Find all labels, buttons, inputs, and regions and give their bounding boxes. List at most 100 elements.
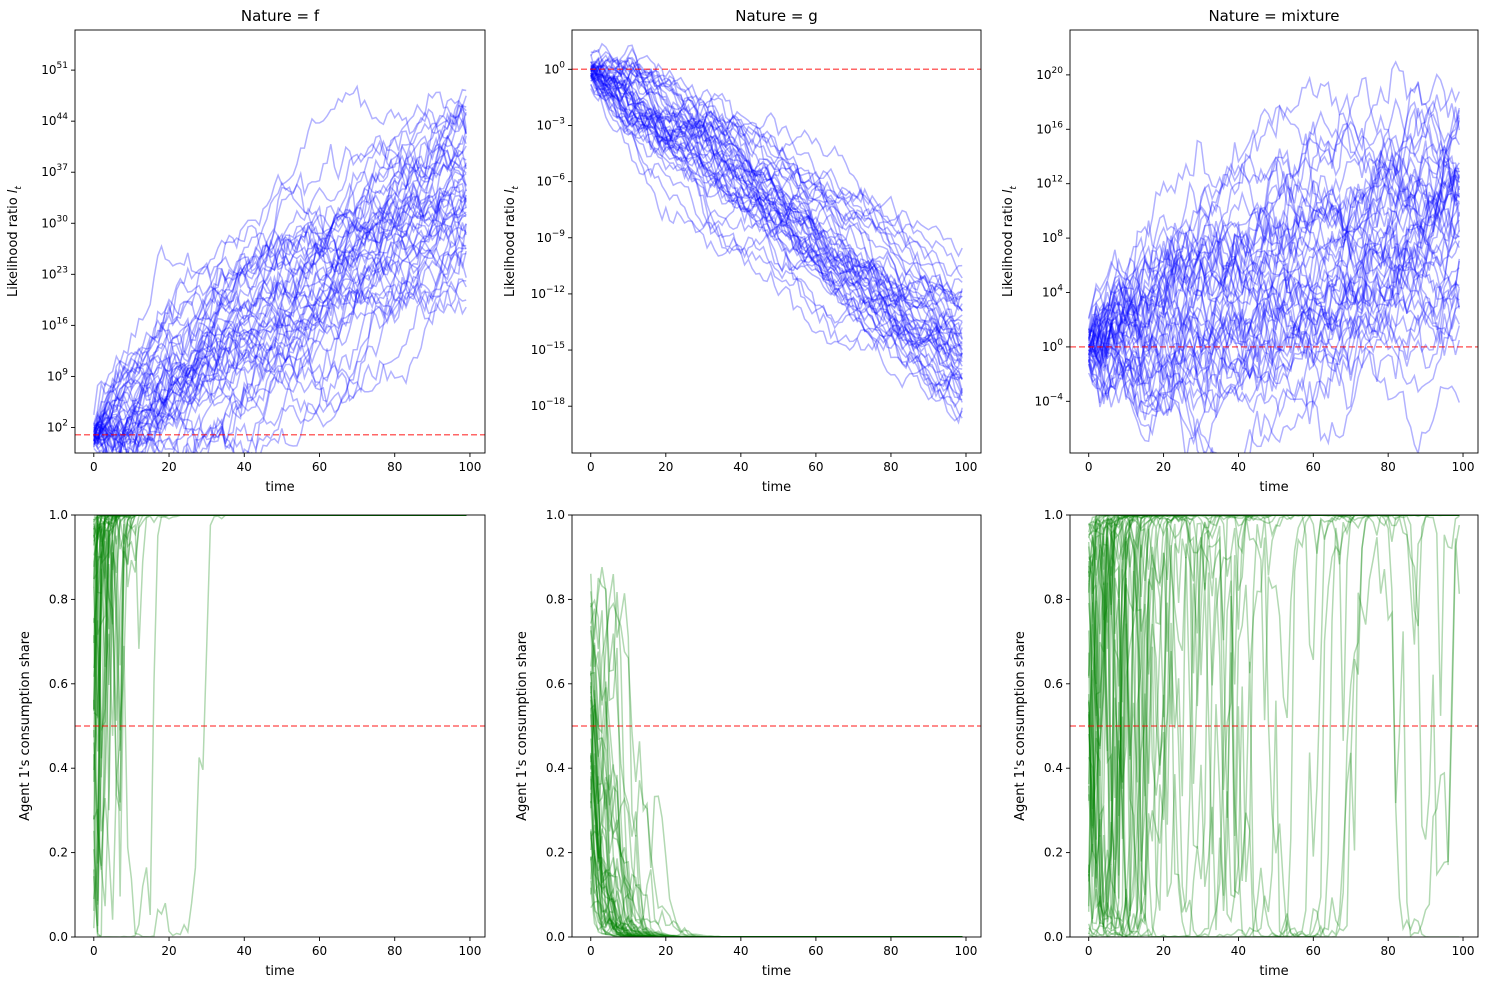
x-tick-label: 40 xyxy=(1231,944,1246,958)
y-tick-label: 0.6 xyxy=(546,677,565,691)
series-path-34 xyxy=(93,515,467,731)
series-path-35 xyxy=(93,515,467,719)
chart-panel-top-right: 0 20 40 60 80 100 time 10−4 100 104 108 1012 1016 102… xyxy=(1001,7,1479,495)
series-path-11 xyxy=(93,515,467,543)
series-path-34 xyxy=(1087,515,1460,687)
series-path-9 xyxy=(1087,515,1460,931)
x-tick-label: 20 xyxy=(1156,460,1171,474)
series-path-44 xyxy=(93,192,467,440)
series-path-12 xyxy=(93,515,467,623)
x-tick-label: 20 xyxy=(658,460,673,474)
series-path-18 xyxy=(1087,515,1460,903)
series-path-18 xyxy=(93,515,467,562)
series-path-8 xyxy=(590,690,963,937)
series-path-36 xyxy=(590,72,963,403)
series-path-13 xyxy=(590,73,963,381)
series-path-21 xyxy=(1087,515,1460,930)
x-axis-label: time xyxy=(762,964,791,979)
axes-frame xyxy=(74,29,486,454)
series-path-48 xyxy=(1087,143,1460,361)
y-tick-label: 10−15 xyxy=(531,341,565,357)
x-tick-label: 0 xyxy=(587,944,595,958)
series-path-36 xyxy=(1088,282,1460,401)
series-path-2 xyxy=(1087,60,1460,338)
series-path-22 xyxy=(93,231,467,453)
series-path-29 xyxy=(1088,258,1461,453)
series-path-27 xyxy=(1088,186,1460,399)
series-path-39 xyxy=(590,67,963,419)
axes-frame xyxy=(571,29,982,454)
series-path-6 xyxy=(1087,106,1461,332)
series-path-25 xyxy=(590,74,963,367)
y-tick-label: 0.4 xyxy=(1044,761,1063,775)
series-path-17 xyxy=(1088,151,1461,448)
series-path-9 xyxy=(1088,223,1461,453)
y-tick-label: 1037 xyxy=(41,163,68,179)
axes-frame xyxy=(1069,514,1479,938)
y-tick-label: 1051 xyxy=(41,61,68,77)
series-path-45 xyxy=(93,97,467,453)
x-tick-label: 0 xyxy=(587,460,595,474)
series-path-1 xyxy=(93,278,467,453)
x-tick-label: 0 xyxy=(1085,460,1093,474)
series-path-40 xyxy=(1087,174,1461,372)
series-path-14 xyxy=(1088,218,1460,421)
series-path-2 xyxy=(93,172,467,453)
series-path-8 xyxy=(93,210,467,453)
series-path-21 xyxy=(1087,148,1460,379)
series-path-16 xyxy=(93,88,467,443)
series-path-18 xyxy=(590,63,963,346)
series-path-38 xyxy=(93,178,467,440)
y-tick-label: 1030 xyxy=(41,214,68,230)
axes-frame xyxy=(1069,29,1479,454)
series-path-30 xyxy=(93,515,467,920)
series-path-18 xyxy=(590,714,963,937)
y-tick-label: 100 xyxy=(1042,338,1063,354)
series-path-16 xyxy=(1088,232,1461,360)
series-path-39 xyxy=(93,194,467,425)
y-tick-label: 1016 xyxy=(1036,120,1063,136)
series-path-47 xyxy=(590,44,963,373)
series-path-49 xyxy=(93,515,467,803)
series-path-37 xyxy=(93,139,467,433)
x-axis-label: time xyxy=(762,480,791,495)
series-path-13 xyxy=(1088,515,1460,790)
series-path-15 xyxy=(590,74,963,365)
series-path-6 xyxy=(590,75,963,356)
series-path-45 xyxy=(590,67,963,387)
x-tick-label: 100 xyxy=(1452,460,1475,474)
x-tick-label: 60 xyxy=(312,460,327,474)
series-path-24 xyxy=(93,515,467,635)
series-path-33 xyxy=(590,692,963,937)
series-path-29 xyxy=(93,515,467,900)
series-path-13 xyxy=(1087,164,1461,389)
y-tick-label: 100 xyxy=(544,60,565,76)
series-path-0 xyxy=(93,145,467,453)
series-path-38 xyxy=(1087,168,1460,354)
y-tick-label: 10−6 xyxy=(536,173,565,189)
series-path-30 xyxy=(1087,260,1461,413)
series-path-38 xyxy=(93,515,467,866)
series-path-31 xyxy=(590,61,963,335)
series-path-43 xyxy=(1087,206,1461,425)
x-tick-label: 60 xyxy=(1306,460,1321,474)
series-path-22 xyxy=(590,829,963,937)
x-tick-label: 60 xyxy=(808,944,823,958)
x-tick-label: 100 xyxy=(955,460,978,474)
series-path-21 xyxy=(93,128,467,453)
series-path-46 xyxy=(590,708,963,937)
y-tick-label: 0.0 xyxy=(1044,930,1063,944)
series-lines xyxy=(1087,60,1461,453)
y-tick-label: 1.0 xyxy=(49,508,68,522)
series-path-31 xyxy=(93,515,467,927)
series-path-46 xyxy=(1088,178,1460,397)
y-tick-label: 108 xyxy=(1042,229,1063,245)
series-path-12 xyxy=(1087,515,1460,937)
series-path-32 xyxy=(93,515,467,771)
chart-panel-bottom-middle: 0 20 40 60 80 100 time 0.0 0.2 0.4 0.6 0.8 1.0 Agent … xyxy=(515,508,982,979)
series-path-16 xyxy=(93,515,467,933)
x-axis-label: time xyxy=(265,964,294,979)
series-path-0 xyxy=(590,47,963,401)
series-path-49 xyxy=(1087,537,1460,937)
chart-title: Nature = f xyxy=(241,7,320,25)
